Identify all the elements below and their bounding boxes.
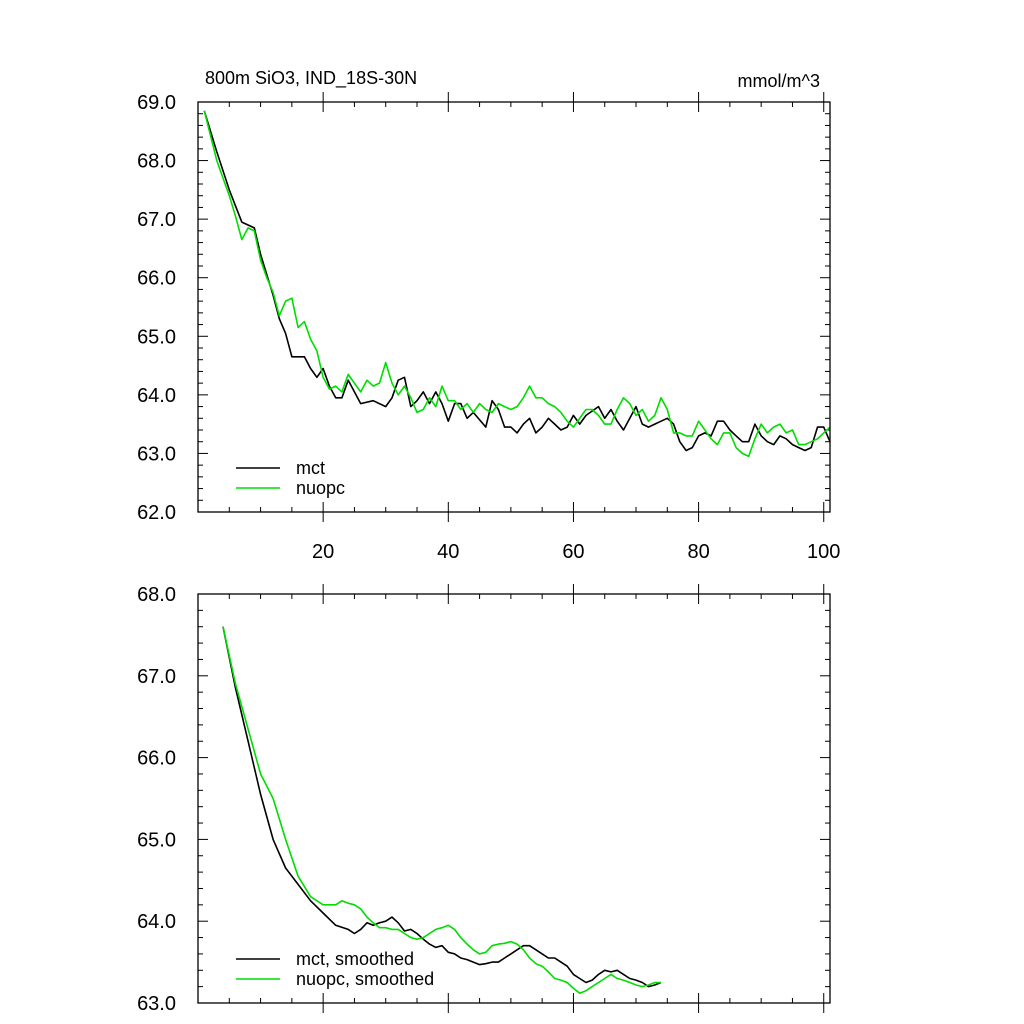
series-line-mct-smoothed: [222, 626, 662, 988]
legend: mct, smoothed nuopc, smoothed: [236, 949, 434, 989]
series-line-mct: [203, 110, 831, 452]
chart-title: 800m SiO3, IND_18S-30N: [205, 68, 417, 89]
chart-panel-top: 800m SiO3, IND_18S-30N mmol/m^3 62.0 63.0…: [137, 68, 840, 563]
y-tick-label: 68.0: [137, 151, 176, 173]
legend-label-mct-smoothed: mct, smoothed: [296, 949, 414, 969]
axis-ticks: 62.0 63.0 64.0 65.0 66.0 67.0 68.0 69.0 20 40 60 80…: [137, 92, 840, 563]
y-tick-label: 63.0: [137, 443, 176, 465]
chart-panel-bottom: 63.0 64.0 65.0 66.0 67.0 68.0 mct, smoothed n…: [137, 584, 831, 1015]
x-tick-label: 40: [437, 541, 459, 563]
y-tick-label: 69.0: [137, 92, 176, 114]
plot-lines: [203, 110, 831, 458]
y-tick-label: 66.0: [137, 748, 176, 770]
y-tick-label: 64.0: [137, 911, 176, 933]
series-line-nuopc-smoothed: [222, 626, 661, 995]
plot-frame: [197, 593, 831, 1004]
y-tick-label: 68.0: [137, 584, 176, 606]
x-tick-label: 100: [807, 541, 840, 563]
axis-ticks: 63.0 64.0 65.0 66.0 67.0 68.0: [137, 584, 830, 1015]
legend: mct nuopc: [236, 458, 345, 498]
y-tick-label: 63.0: [137, 993, 176, 1015]
legend-label-mct: mct: [296, 458, 325, 478]
plot-lines: [222, 626, 662, 995]
y-tick-label: 67.0: [137, 666, 176, 688]
y-tick-label: 67.0: [137, 209, 176, 231]
plot-frame: [197, 101, 831, 513]
y-tick-label: 66.0: [137, 268, 176, 290]
x-tick-label: 80: [687, 541, 709, 563]
x-tick-label: 60: [562, 541, 584, 563]
legend-label-nuopc: nuopc: [296, 478, 345, 498]
y-tick-label: 64.0: [137, 385, 176, 407]
y-tick-label: 62.0: [137, 502, 176, 524]
y-tick-label: 65.0: [137, 829, 176, 851]
series-line-nuopc: [203, 110, 831, 458]
legend-label-nuopc-smoothed: nuopc, smoothed: [296, 969, 434, 989]
x-tick-label: 20: [312, 541, 334, 563]
chart-units: mmol/m^3: [738, 71, 820, 91]
y-tick-label: 65.0: [137, 326, 176, 348]
